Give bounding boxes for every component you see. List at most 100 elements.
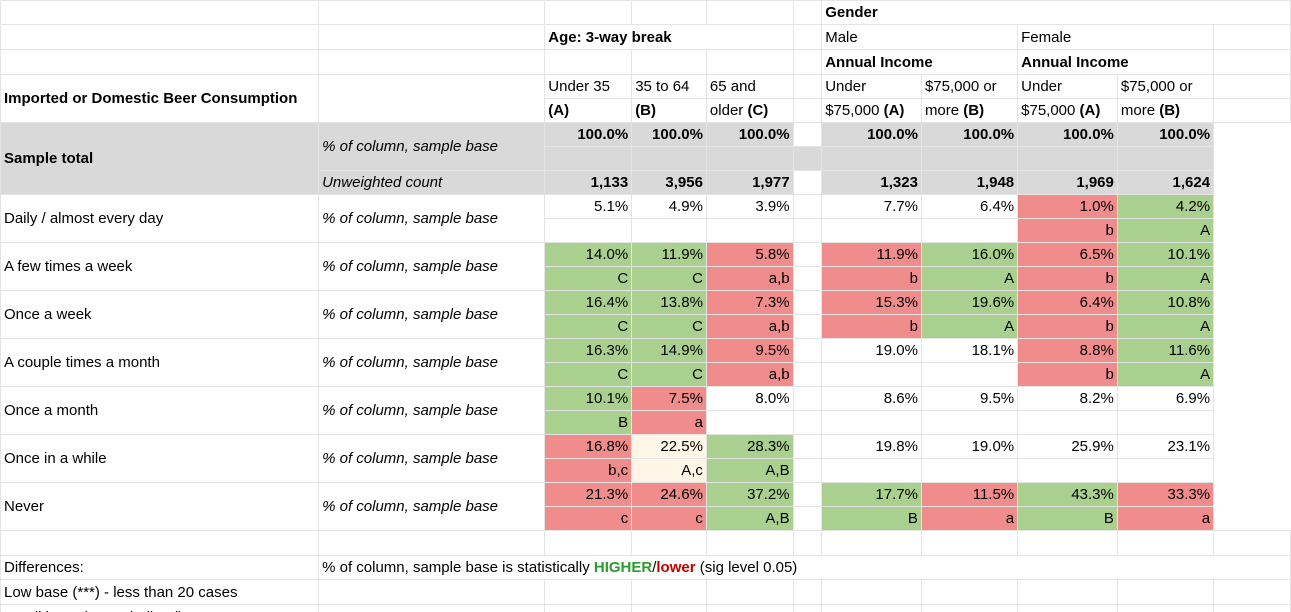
row-metric[interactable]: % of column, sample base: [318, 434, 546, 483]
sig-cell[interactable]: b,c: [544, 458, 633, 483]
cell[interactable]: [792, 74, 823, 99]
cell[interactable]: [792, 170, 823, 195]
cell[interactable]: [792, 290, 823, 315]
cell[interactable]: [0, 0, 320, 25]
cell[interactable]: [544, 604, 633, 612]
cell[interactable]: [705, 0, 794, 25]
cell[interactable]: [544, 49, 633, 75]
value-cell[interactable]: 6.9%: [1116, 386, 1215, 411]
cell[interactable]: [631, 49, 707, 75]
value-cell[interactable]: 4.2%: [1116, 194, 1215, 219]
value-cell[interactable]: 11.9%: [821, 242, 922, 267]
row-metric[interactable]: % of column, sample base: [318, 386, 546, 435]
sig-cell[interactable]: B: [1017, 506, 1118, 531]
sample-pct[interactable]: 100.0%: [821, 122, 922, 147]
sig-cell[interactable]: C: [631, 314, 707, 339]
sig-cell[interactable]: c: [631, 506, 707, 531]
cell[interactable]: [792, 458, 823, 483]
sig-cell[interactable]: C: [631, 266, 707, 291]
cell[interactable]: [1017, 530, 1118, 556]
cell[interactable]: [705, 579, 794, 605]
sig-cell[interactable]: A: [1116, 266, 1215, 291]
sig-cell[interactable]: [1116, 410, 1215, 435]
cell[interactable]: [705, 604, 794, 612]
cell[interactable]: [631, 146, 707, 171]
cell[interactable]: [1116, 530, 1215, 556]
female-header[interactable]: Female: [1017, 24, 1215, 50]
unweighted-count-label[interactable]: Unweighted count: [318, 170, 546, 195]
sig-cell[interactable]: C: [544, 266, 633, 291]
value-cell[interactable]: 19.8%: [821, 434, 922, 459]
sig-cell[interactable]: [920, 362, 1019, 387]
value-cell[interactable]: 3.9%: [705, 194, 794, 219]
sample-pct[interactable]: 100.0%: [631, 122, 707, 147]
cell[interactable]: [1017, 604, 1118, 612]
value-cell[interactable]: 43.3%: [1017, 482, 1118, 507]
cell[interactable]: [544, 146, 633, 171]
sig-cell[interactable]: C: [544, 314, 633, 339]
cell[interactable]: [792, 434, 823, 459]
value-cell[interactable]: 28.3%: [705, 434, 794, 459]
cell[interactable]: [0, 49, 320, 75]
value-cell[interactable]: 8.0%: [705, 386, 794, 411]
value-cell[interactable]: 5.1%: [544, 194, 633, 219]
cell[interactable]: [792, 98, 823, 123]
male-income-header[interactable]: Annual Income: [821, 49, 1019, 75]
sig-cell[interactable]: A,c: [631, 458, 707, 483]
male-header[interactable]: Male: [821, 24, 1019, 50]
value-cell[interactable]: 6.4%: [920, 194, 1019, 219]
cell[interactable]: [792, 194, 823, 219]
age-col-letter[interactable]: (B): [631, 98, 707, 123]
row-label[interactable]: A few times a week: [0, 242, 320, 291]
value-cell[interactable]: 37.2%: [705, 482, 794, 507]
value-cell[interactable]: 25.9%: [1017, 434, 1118, 459]
value-cell[interactable]: 14.0%: [544, 242, 633, 267]
cell[interactable]: [792, 218, 823, 243]
value-cell[interactable]: 10.8%: [1116, 290, 1215, 315]
sig-cell[interactable]: C: [544, 362, 633, 387]
sig-cell[interactable]: [821, 362, 922, 387]
sig-cell[interactable]: b: [1017, 266, 1118, 291]
sig-cell[interactable]: A,B: [705, 506, 794, 531]
value-cell[interactable]: 22.5%: [631, 434, 707, 459]
sig-cell[interactable]: [920, 458, 1019, 483]
cell[interactable]: [792, 266, 823, 291]
cell[interactable]: [544, 0, 633, 25]
row-label[interactable]: Daily / almost every day: [0, 194, 320, 243]
row-metric[interactable]: % of column, sample base: [318, 482, 546, 531]
income-col-letter[interactable]: more (B): [1116, 98, 1215, 123]
cell[interactable]: [631, 530, 707, 556]
value-cell[interactable]: 14.9%: [631, 338, 707, 363]
income-col-letter[interactable]: more (B): [920, 98, 1019, 123]
value-cell[interactable]: 1.0%: [1017, 194, 1118, 219]
cell[interactable]: [792, 604, 823, 612]
sig-cell[interactable]: a,b: [705, 314, 794, 339]
row-label[interactable]: Once a week: [0, 290, 320, 339]
cell[interactable]: [792, 314, 823, 339]
cell[interactable]: [1213, 49, 1291, 75]
sig-cell[interactable]: [821, 458, 922, 483]
value-cell[interactable]: 15.3%: [821, 290, 922, 315]
income-col-header[interactable]: Under: [1017, 74, 1118, 99]
sig-cell[interactable]: [1017, 458, 1118, 483]
cell[interactable]: [705, 49, 794, 75]
sig-cell[interactable]: b: [1017, 218, 1118, 243]
value-cell[interactable]: 6.4%: [1017, 290, 1118, 315]
cell[interactable]: [1213, 74, 1291, 99]
sig-cell[interactable]: [920, 218, 1019, 243]
value-cell[interactable]: 16.8%: [544, 434, 633, 459]
cell[interactable]: [318, 24, 546, 50]
value-cell[interactable]: 17.7%: [821, 482, 922, 507]
value-cell[interactable]: 11.9%: [631, 242, 707, 267]
cell[interactable]: [821, 530, 922, 556]
sig-cell[interactable]: A,B: [705, 458, 794, 483]
significance-note[interactable]: % of column, sample base is statisticall…: [318, 555, 1291, 580]
sig-cell[interactable]: A: [1116, 362, 1215, 387]
sig-cell[interactable]: [544, 218, 633, 243]
sample-pct[interactable]: 100.0%: [1017, 122, 1118, 147]
cell[interactable]: [792, 579, 823, 605]
value-cell[interactable]: 6.5%: [1017, 242, 1118, 267]
value-cell[interactable]: 16.0%: [920, 242, 1019, 267]
row-label[interactable]: A couple times a month: [0, 338, 320, 387]
cell[interactable]: [821, 146, 922, 171]
